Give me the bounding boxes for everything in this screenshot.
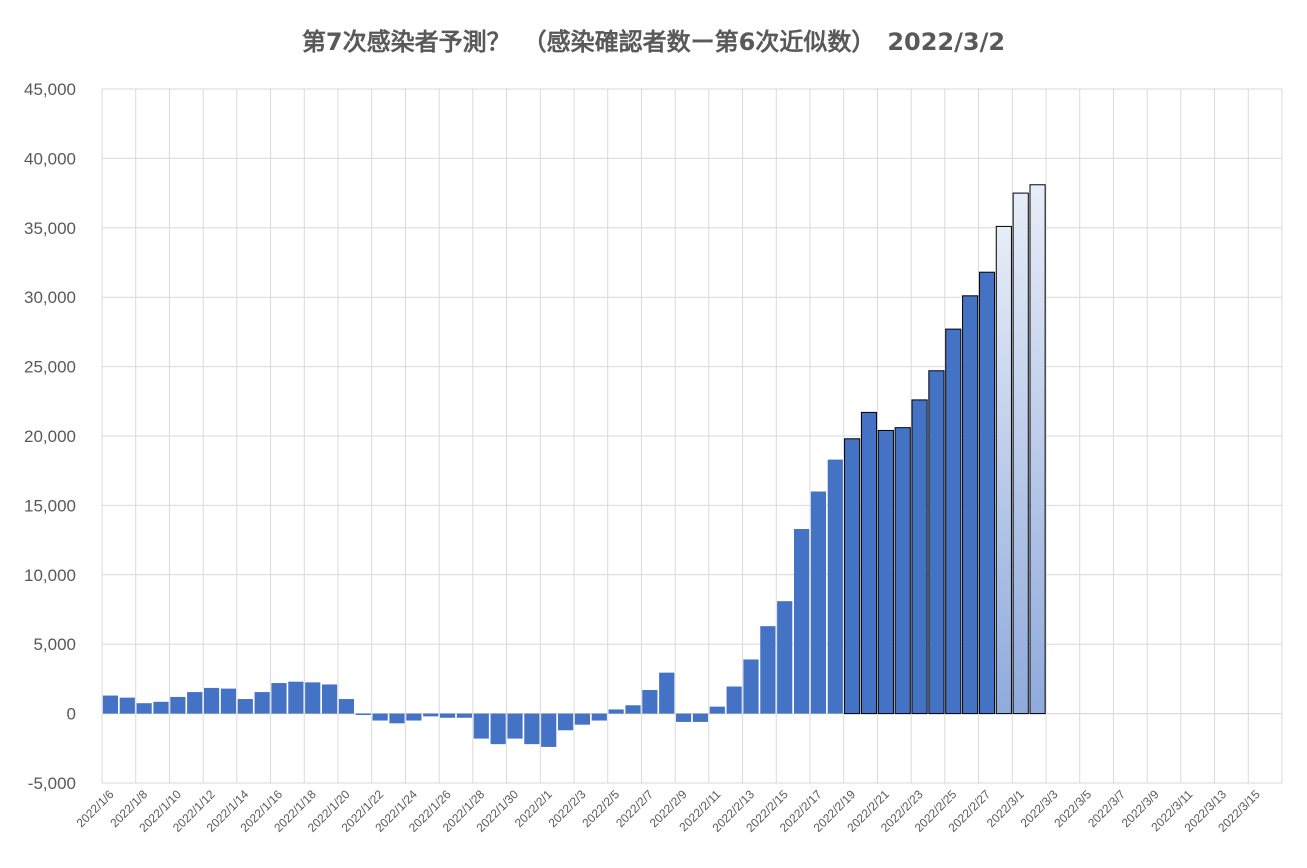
bar-2022/1/14 — [237, 699, 253, 714]
bar-2022/2/27 — [978, 271, 996, 715]
bar-2022/2/13 — [743, 659, 759, 714]
bar-2022/1/6 — [102, 695, 119, 714]
bar-2022/3/1 — [1012, 192, 1029, 715]
y-tick-label: 20,000 — [24, 427, 76, 446]
bar-2022/1/28 — [473, 713, 489, 739]
y-tick-label: 30,000 — [24, 288, 76, 307]
bar-2022/2/21 — [877, 429, 894, 715]
y-tick-label: -5,000 — [28, 774, 76, 793]
bar-2022/1/7 — [119, 697, 135, 714]
bar-2022/1/17 — [288, 681, 304, 714]
y-tick-label: 10,000 — [24, 566, 76, 585]
bar-2022/2/7 — [642, 690, 658, 714]
bar-2022/1/16 — [271, 683, 287, 714]
bar-2022/2/10 — [692, 713, 709, 722]
bar-2022/2/18 — [827, 459, 843, 714]
bar-2022/2/9 — [675, 713, 692, 722]
y-tick-label: 35,000 — [24, 219, 76, 238]
bar-2022/1/21 — [355, 713, 371, 715]
bar-2022/2/26 — [962, 295, 979, 715]
bar-2022/2/22 — [894, 427, 911, 715]
bar-2022/2/12 — [726, 686, 742, 714]
bar-2022/1/25 — [423, 713, 439, 717]
bar-2022/2/5 — [608, 709, 624, 714]
y-tick-label: 40,000 — [24, 149, 76, 168]
bar-2022/1/23 — [389, 713, 405, 724]
bar-2022/2/3 — [574, 713, 591, 725]
bar-2022/1/10 — [170, 696, 186, 714]
bar-2022/1/27 — [456, 713, 473, 718]
y-tick-label: 15,000 — [24, 496, 76, 515]
bar-2022/2/17 — [810, 491, 827, 714]
bar-2022/1/19 — [321, 684, 338, 714]
bar-2022/1/29 — [490, 713, 506, 745]
bar-2022/2/6 — [625, 705, 641, 714]
y-axis: -5,000 0 5,000 10,000 15,000 20,000 25,000 30,0… — [24, 80, 76, 793]
bar-2022/2/15 — [777, 601, 793, 714]
y-tick-label: 45,000 — [24, 80, 76, 99]
bar-2022/1/31 — [524, 713, 540, 745]
bar-2022/2/28 — [995, 225, 1012, 715]
bar-2022/2/8 — [659, 672, 675, 714]
gridlines — [101, 88, 1283, 784]
bar-2022/2/23 — [911, 399, 928, 715]
bar-2022/1/18 — [305, 682, 321, 714]
bar-2022/1/8 — [136, 703, 152, 714]
chart-title: 第7次感染者予測？ （感染確認者数ー第6次近似数） 2022/3/2 — [301, 28, 1006, 56]
bar-2022/2/1 — [541, 713, 557, 747]
bar-2022/3/2 — [1029, 184, 1046, 715]
bar-2022/2/24 — [928, 370, 945, 715]
bar-2022/1/13 — [220, 688, 237, 714]
y-tick-label: 25,000 — [24, 358, 76, 377]
bar-2022/1/20 — [338, 699, 355, 714]
bar-2022/2/19 — [844, 438, 861, 715]
bar-2022/2/25 — [945, 328, 962, 715]
bar-2022/2/16 — [793, 528, 810, 714]
bar-2022/1/12 — [203, 687, 220, 714]
bar-2022/2/4 — [591, 713, 607, 721]
bar-2022/2/11 — [709, 706, 725, 714]
bar-2022/2/14 — [760, 626, 776, 714]
bar-2022/1/15 — [254, 692, 270, 714]
bar-2022/1/9 — [153, 701, 169, 714]
y-tick-label: 5,000 — [33, 635, 76, 654]
bar-2022/1/26 — [439, 713, 456, 718]
bar-2022/2/20 — [860, 411, 878, 715]
bar-2022/1/11 — [187, 692, 203, 714]
bar-2022/1/24 — [406, 713, 422, 721]
bar-2022/1/22 — [372, 713, 388, 721]
bar-2022/2/2 — [557, 713, 574, 731]
bar-2022/1/30 — [507, 713, 523, 739]
x-axis: 2022/1/62022/1/82022/1/102022/1/122022/1… — [74, 787, 1263, 835]
y-tick-label: 0 — [67, 705, 76, 724]
bar-series — [102, 184, 1046, 747]
